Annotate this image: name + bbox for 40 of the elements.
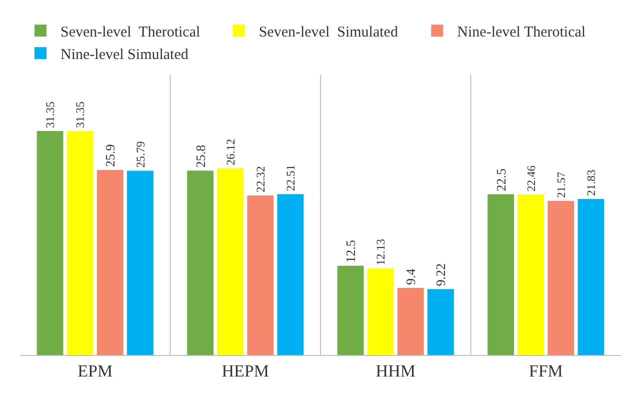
data-label: 21.83 (585, 169, 598, 196)
data-label: 9.4 (403, 268, 418, 285)
data-label: 26.12 (224, 138, 238, 166)
data-label: 25.9 (102, 144, 118, 167)
data-label: 31.35 (44, 101, 58, 128)
legend-label: Seven-level Simulated (258, 24, 398, 40)
data-label: 22.32 (254, 166, 268, 193)
legend-label: Seven-level Therotical (60, 24, 200, 40)
bar (187, 170, 214, 355)
bar (247, 196, 274, 355)
bar (548, 200, 574, 355)
legend-label: Nine-level Therotical (457, 24, 586, 40)
data-label: 12.13 (374, 238, 388, 266)
data-label: 22.51 (284, 164, 298, 192)
x-tick-label: FFM (528, 361, 563, 380)
bar (488, 194, 514, 355)
bar (66, 131, 94, 355)
bar (36, 131, 64, 355)
data-label: 31.35 (74, 101, 88, 128)
bar (126, 170, 154, 355)
bar (337, 266, 364, 355)
data-label: 25.79 (134, 141, 148, 168)
bar (427, 289, 454, 355)
bar (578, 199, 604, 355)
bar (277, 194, 304, 355)
data-label: 9.22 (433, 263, 448, 286)
data-label: 22.46 (526, 165, 538, 192)
x-tick-label: HHM (376, 361, 416, 380)
bar (518, 194, 544, 355)
data-label: 21.57 (556, 172, 568, 198)
legend-label: Nine-level Simulated (60, 47, 189, 63)
data-label: 12.5 (343, 240, 358, 263)
data-label: 22.5 (493, 168, 508, 192)
x-tick-label: EPM (78, 361, 113, 380)
data-label: 25.8 (192, 144, 208, 168)
bar (397, 288, 424, 355)
bar (96, 170, 124, 355)
bar (217, 168, 244, 355)
x-tick-label: HEPM (222, 361, 269, 380)
bar (367, 268, 394, 355)
